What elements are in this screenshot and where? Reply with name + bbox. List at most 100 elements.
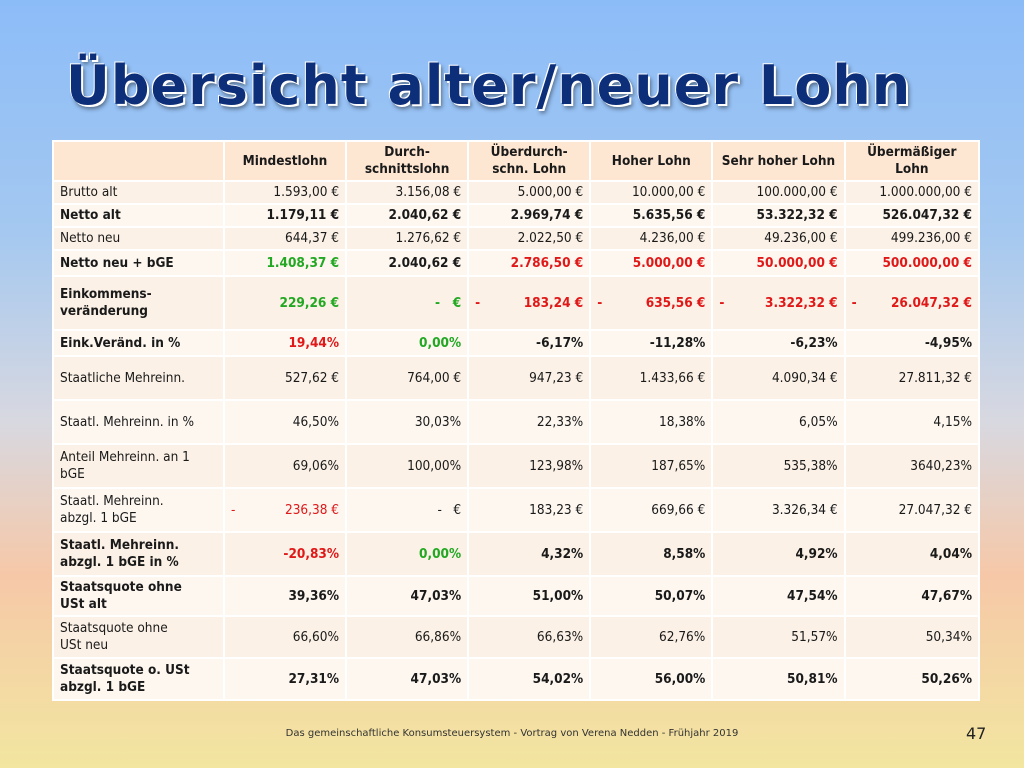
table-cell: -6,23% bbox=[713, 331, 844, 355]
table-row: Brutto alt 1.593,00 €3.156,08 €5.000,00 €… bbox=[54, 182, 978, 203]
table-cell: 4,92% bbox=[713, 533, 844, 575]
table-cell: 54,02% bbox=[469, 659, 590, 699]
table-row: Staatl. Mehreinn. abzgl. 1 bGE in % -20,8… bbox=[54, 533, 978, 575]
cell-value: 26.047,32 € bbox=[890, 294, 972, 311]
column-header: Durch- schnittslohn bbox=[347, 142, 468, 180]
salary-comparison-table-container: Mindestlohn Durch- schnittslohn Überdurch-… bbox=[52, 140, 980, 701]
negative-sign: - bbox=[597, 294, 603, 311]
table-cell: 47,54% bbox=[713, 577, 844, 615]
cell-value: 183,24 € bbox=[523, 294, 584, 311]
table-cell: 187,65% bbox=[591, 445, 712, 487]
row-label: Staatsquote ohne USt neu bbox=[54, 617, 223, 657]
table-cell: 2.040,62 € bbox=[347, 205, 468, 226]
table-cell: -11,28% bbox=[591, 331, 712, 355]
table-cell: 47,03% bbox=[347, 577, 468, 615]
table-cell: 49.236,00 € bbox=[713, 228, 844, 249]
table-cell: - 236,38 € bbox=[224, 489, 346, 531]
column-header: Hoher Lohn bbox=[591, 142, 712, 180]
table-cell: 10.000,00 € bbox=[591, 182, 712, 203]
slide-title: Übersicht alter/neuer Lohn bbox=[66, 54, 912, 117]
table-row: Staatliche Mehreinn. 527,62 €764,00 €947,… bbox=[54, 357, 978, 399]
table-row: Einkommens- veränderung 229,26 € - € -183,2… bbox=[54, 277, 978, 329]
table-row: Staatsquote o. USt abzgl. 1 bGE 27,31% 47,… bbox=[54, 659, 978, 699]
column-header: Übermäßiger Lohn bbox=[845, 142, 978, 180]
table-row: Anteil Mehreinn. an 1 bGE 69,06% 100,00% 12… bbox=[54, 445, 978, 487]
column-header: Überdurch- schn. Lohn bbox=[469, 142, 590, 180]
table-cell: 50,34% bbox=[845, 617, 978, 657]
table-cell: 1.000.000,00 € bbox=[845, 182, 978, 203]
table-cell: 4,32% bbox=[469, 533, 590, 575]
table-cell: -4,95% bbox=[845, 331, 978, 355]
cell-value: 635,56 € bbox=[645, 294, 706, 311]
table-cell: 4,04% bbox=[845, 533, 978, 575]
table-cell: 51,00% bbox=[469, 577, 590, 615]
negative-sign: - bbox=[719, 294, 725, 311]
table-cell: 1.276,62 € bbox=[347, 228, 468, 249]
table-cell: 764,00 € bbox=[347, 357, 468, 399]
table-cell: 5.635,56 € bbox=[591, 205, 712, 226]
table-header-row: Mindestlohn Durch- schnittslohn Überdurch-… bbox=[54, 142, 978, 180]
table-cell: 1.593,00 € bbox=[224, 182, 346, 203]
cell-value: 3.322,32 € bbox=[765, 294, 838, 311]
table-cell: 47,67% bbox=[845, 577, 978, 615]
table-cell: 50,26% bbox=[845, 659, 978, 699]
table-cell: 947,23 € bbox=[469, 357, 590, 399]
table-cell: 66,86% bbox=[347, 617, 468, 657]
table-cell: - € bbox=[347, 489, 468, 531]
row-label: Staatl. Mehreinn. abzgl. 1 bGE in % bbox=[54, 533, 223, 575]
table-cell: 69,06% bbox=[224, 445, 346, 487]
table-cell: 535,38% bbox=[713, 445, 844, 487]
table-cell: 8,58% bbox=[591, 533, 712, 575]
table-row: Staatl. Mehreinn. abzgl. 1 bGE - 236,38 € -… bbox=[54, 489, 978, 531]
table-cell: 100,00% bbox=[347, 445, 468, 487]
table-cell: 27.811,32 € bbox=[845, 357, 978, 399]
table-cell: 2.969,74 € bbox=[469, 205, 590, 226]
table-cell: 3.326,34 € bbox=[713, 489, 844, 531]
table-cell: 50.000,00 € bbox=[713, 251, 844, 275]
table-cell: 4,15% bbox=[845, 401, 978, 443]
row-label: Eink.Veränd. in % bbox=[54, 331, 223, 355]
table-cell: 123,98% bbox=[469, 445, 590, 487]
table-body: Brutto alt 1.593,00 €3.156,08 €5.000,00 €… bbox=[54, 182, 978, 699]
table-cell: 1.179,11 € bbox=[224, 205, 346, 226]
table-cell: 47,03% bbox=[347, 659, 468, 699]
page-number: 47 bbox=[966, 724, 987, 743]
table-cell: 100.000,00 € bbox=[713, 182, 844, 203]
table-cell: 5.000,00 € bbox=[469, 182, 590, 203]
table-cell: 66,60% bbox=[224, 617, 346, 657]
slide-footer: Das gemeinschaftliche Konsumsteuersystem… bbox=[285, 728, 739, 739]
table-cell: 3640,23% bbox=[845, 445, 978, 487]
table-row: Eink.Veränd. in % 19,44% 0,00% -6,17% -11,28… bbox=[54, 331, 978, 355]
table-cell: 30,03% bbox=[347, 401, 468, 443]
table-row: Staatsquote ohne USt alt 39,36% 47,03% 51,0… bbox=[54, 577, 978, 615]
table-cell: -20,83% bbox=[224, 533, 346, 575]
negative-sign: - bbox=[851, 294, 857, 311]
table-cell: 1.408,37 € bbox=[224, 251, 346, 275]
table-cell: 27,31% bbox=[224, 659, 346, 699]
table-cell: 2.022,50 € bbox=[469, 228, 590, 249]
table-cell: - 635,56 € bbox=[591, 277, 712, 329]
table-cell: 527,62 € bbox=[224, 357, 346, 399]
table-row: Netto neu + bGE 1.408,37 €2.040,62 €2.786… bbox=[54, 251, 978, 275]
table-cell: 0,00% bbox=[347, 331, 468, 355]
row-label: Netto neu + bGE bbox=[54, 251, 223, 275]
table-cell: 56,00% bbox=[591, 659, 712, 699]
column-header: Mindestlohn bbox=[224, 142, 346, 180]
table-cell: 19,44% bbox=[224, 331, 346, 355]
table-cell: 50,81% bbox=[713, 659, 844, 699]
table-cell: 53.322,32 € bbox=[713, 205, 844, 226]
row-label: Staatsquote ohne USt alt bbox=[54, 577, 223, 615]
table-cell: 4.090,34 € bbox=[713, 357, 844, 399]
table-cell: - € bbox=[347, 277, 468, 329]
table-cell: 3.156,08 € bbox=[347, 182, 468, 203]
table-cell: 499.236,00 € bbox=[845, 228, 978, 249]
header-corner-cell bbox=[54, 142, 223, 180]
row-label: Netto alt bbox=[54, 205, 223, 226]
column-header: Sehr hoher Lohn bbox=[713, 142, 844, 180]
table-cell: - 3.322,32 € bbox=[713, 277, 844, 329]
row-label: Brutto alt bbox=[54, 182, 223, 203]
table-cell: 27.047,32 € bbox=[845, 489, 978, 531]
table-cell: -6,17% bbox=[469, 331, 590, 355]
row-label: Einkommens- veränderung bbox=[54, 277, 223, 329]
table-cell: 229,26 € bbox=[224, 277, 346, 329]
